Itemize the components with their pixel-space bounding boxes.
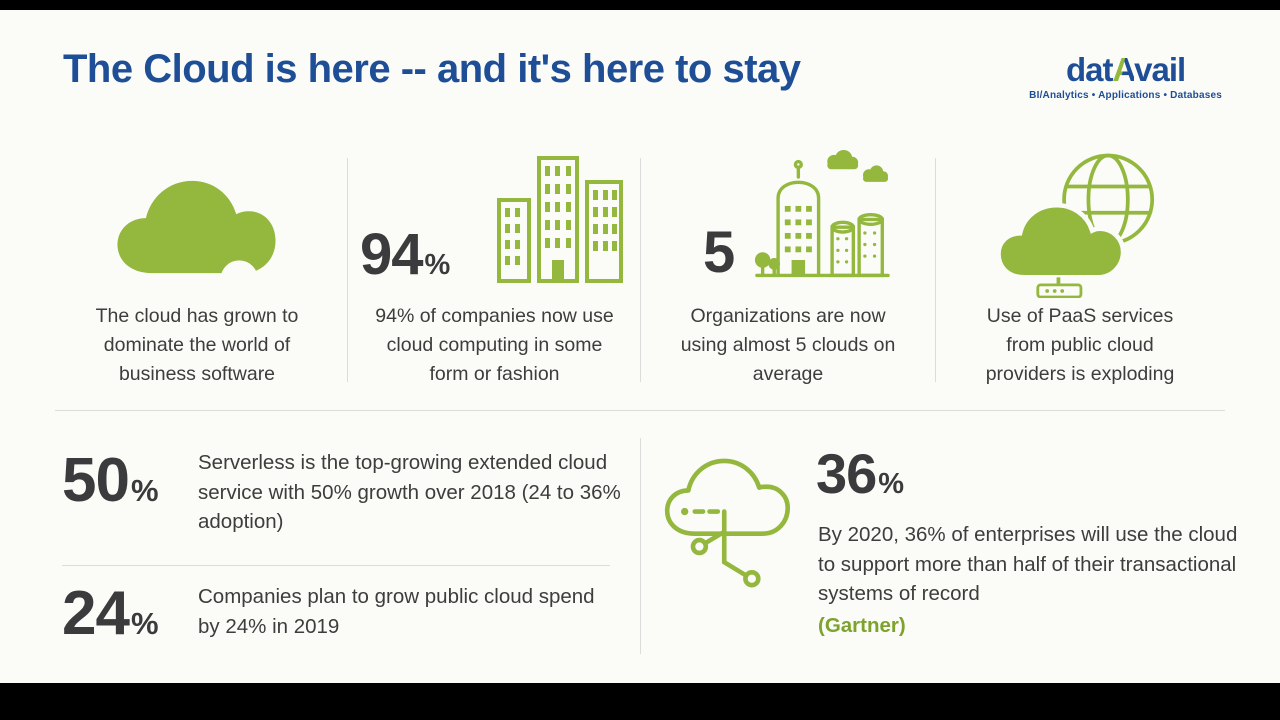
stat-unit: % [130,606,159,641]
stat-caption-text: By 2020, 36% of enterprises will use the… [818,523,1238,606]
logo-tagline: BI/Analytics • Applications • Databases [1029,90,1222,101]
letterbox-bottom [0,683,1280,720]
logo-accent: A [1112,51,1136,88]
divider-vertical-2 [640,158,641,382]
logo-suffix: vail [1134,51,1186,88]
stat-value-94: 94% [360,226,450,284]
cloud-icon [117,180,276,280]
stat-unit: % [130,473,159,508]
logo-wordmark: datAvail [1029,53,1222,86]
letterbox-top [0,0,1280,10]
divider-vertical-bottom [640,438,641,654]
divider-vertical-3 [935,158,936,382]
cloud-globe-icon [996,153,1155,298]
city-icon [754,150,890,278]
stat-caption: 94% of companies now use cloud computing… [375,305,614,385]
stat-number: 5 [703,220,735,285]
stat-caption: Use of PaaS services from public cloud p… [985,305,1175,385]
stat-number: 24 [62,579,130,648]
divider-horizontal-main [55,410,1225,411]
logo-prefix: dat [1066,51,1113,88]
stat-caption: Companies plan to grow public cloud spen… [198,585,595,638]
stat-caption: By 2020, 36% of enterprises will use the… [818,520,1238,640]
stat-value-5: 5 [703,224,736,282]
buildings-icon [497,156,623,283]
stat-number: 36 [816,442,877,505]
stat-caption: The cloud has grown to dominate the worl… [95,305,299,385]
source-attribution: (Gartner) [818,613,906,637]
stat-number: 94 [360,222,424,287]
stat-caption: Serverless is the top-growing extended c… [198,451,621,534]
divider-horizontal-bottom-left [62,565,610,566]
stat-caption: Organizations are now using almost 5 clo… [680,305,896,385]
stat-value-36: 36% [816,446,904,502]
divider-vertical-1 [347,158,348,382]
stat-unit: % [878,468,905,500]
stat-unit: % [424,249,451,281]
page-title: The Cloud is here -- and it's here to st… [63,47,801,91]
stat-number: 50 [62,446,130,515]
stat-value-24: 24% [62,583,159,645]
datavail-logo: datAvail BI/Analytics • Applications • D… [1029,53,1222,101]
stat-value-50: 50% [62,450,159,512]
cloud-network-icon [664,458,791,588]
